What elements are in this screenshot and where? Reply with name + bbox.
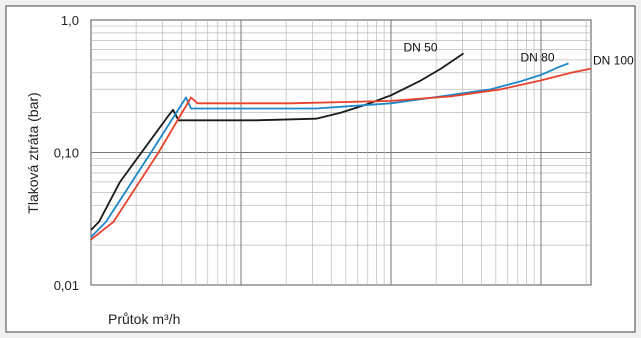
x-axis-title: Průtok m³/h	[108, 311, 180, 327]
y-tick-label: 1,0	[61, 13, 79, 28]
series-lines	[90, 52, 592, 241]
series-label: DN 80	[521, 50, 555, 64]
grid	[91, 20, 591, 285]
series-label: DN 100	[593, 54, 634, 68]
series-label: DN 50	[404, 40, 438, 54]
series-line	[90, 62, 569, 238]
y-axis-title: Tlaková ztráta (bar)	[25, 92, 41, 213]
y-tick-label: 0,01	[54, 278, 79, 293]
y-tick-labels: 0,01 0,10 1,0	[54, 13, 79, 293]
series-line	[90, 67, 592, 241]
series-labels: DN 50 DN 80 DN 100	[404, 40, 635, 67]
series-line	[90, 52, 465, 231]
y-tick-label: 0,10	[54, 146, 79, 161]
